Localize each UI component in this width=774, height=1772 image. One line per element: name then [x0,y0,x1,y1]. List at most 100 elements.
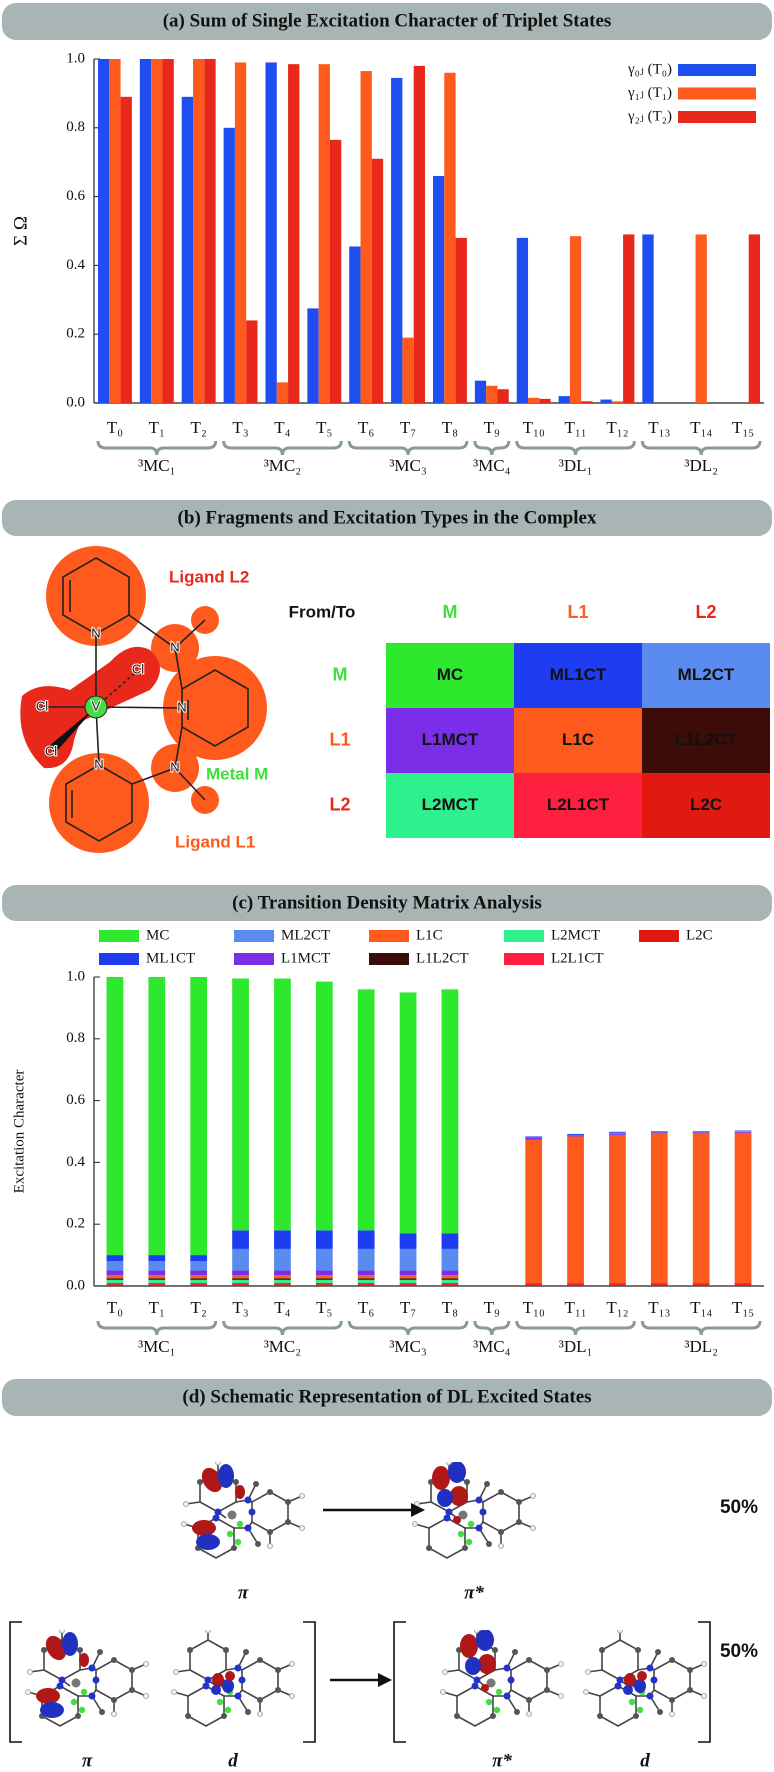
bar-segment [148,1275,166,1279]
table-corner: From/To [289,602,356,621]
orbital-label: d [640,1750,650,1771]
bar [432,175,445,403]
table-cell [514,773,642,838]
section-title: (a) Sum of Single Excitation Character o… [163,10,612,31]
bar [391,77,403,404]
x-tick-label: T₉ [484,1298,500,1317]
bar-segment [567,1133,584,1135]
atom-label: N [177,699,186,714]
bar [623,234,635,403]
x-tick-label: T₉ [484,418,500,437]
bar [223,127,235,404]
bar [497,389,509,403]
bar [486,385,498,403]
bar-segment [525,1284,543,1286]
legend-swatch [234,930,274,942]
bar-segment [148,1279,166,1283]
bar-segment [441,1282,459,1285]
legend-swatch [678,111,756,123]
cell-label: L1L2CT [675,730,738,749]
bar-segment [650,1132,668,1134]
schematic-diagram [9,1462,711,1743]
bar-segment [692,1133,710,1284]
bar-segment [399,1282,417,1285]
atom-label: Cl [132,661,144,676]
bar-segment [441,1279,459,1283]
bar-segment [357,1284,375,1286]
bar-segment [399,1278,417,1280]
row-header: L2 [329,794,350,814]
legend-label: L1C [416,927,443,943]
bar-segment [734,1283,752,1285]
table-cell [386,643,514,708]
legend-label: γ₁ⱼ (T₁) [627,85,672,101]
bar-segment [106,1278,124,1280]
orbital-label: π [238,1582,249,1603]
table-cell [642,708,770,773]
bar-segment [106,1284,124,1286]
x-tick-label: T₂ [191,1298,207,1317]
bar-segment [525,1136,543,1138]
x-tick-label: T₁₃ [648,1298,670,1317]
bar-segment [441,1233,459,1249]
bar-segment [692,1131,710,1132]
bar-segment [148,1261,166,1271]
y-axis-label: Excitation Character [11,1070,27,1194]
bar [120,96,132,403]
x-tick-label: T₆ [358,1298,374,1317]
atom-label: N [91,625,100,640]
bar [539,398,551,403]
orbital-label: π [82,1750,93,1771]
bar-segment [190,1279,208,1283]
bar [402,337,414,403]
group-brace [96,440,218,456]
bar-segment [106,1261,124,1271]
cell-label: ML2CT [678,665,735,684]
x-tick-label: T₁₂ [606,418,628,437]
bar [162,59,174,403]
bar-segment [441,989,459,1234]
group-brace [640,440,762,456]
y-tick-label: 0.4 [66,257,85,273]
bar-segment [148,1282,166,1285]
bar [246,320,258,403]
bar [204,59,216,403]
bar-segment [190,1270,208,1276]
table-cell [514,708,642,773]
x-tick-label: T₃ [232,1298,248,1317]
y-tick-label: 0.4 [66,1154,85,1170]
group-brace [222,440,343,456]
x-tick-label: T₁₅ [732,1298,754,1317]
x-tick-label: T₂ [191,418,207,437]
bar-segment [357,1270,375,1276]
bar-segment [399,1275,417,1279]
bar-segment [232,978,249,1231]
bar-segment [232,1282,249,1285]
bar-segment [441,1284,459,1286]
bar-segment [357,1248,375,1271]
bar [349,246,361,403]
bar-segment [525,1137,543,1140]
y-tick-label: 0.0 [66,1277,85,1293]
bar-segment [650,1133,668,1284]
bar [611,401,624,403]
bar-segment [232,1278,249,1280]
group-label: ³MC₄ [473,1337,511,1356]
bar-segment [315,1284,333,1286]
excitation-table: From/To M L1 L2 M MC ML1CT ML2CT L1 L1MCT L1C L1L2C… [289,602,770,838]
bar [97,59,110,403]
y-tick-label: 0.2 [66,326,85,342]
section-title: (c) Transition Density Matrix Analysis [232,892,542,913]
group-brace [515,440,636,456]
bar-segment [274,978,291,1231]
y-tick-label: 0.6 [66,1092,85,1108]
bar-segment [274,1248,291,1271]
bar-segment [567,1135,584,1137]
legend-label: ML1CT [146,950,195,966]
section-title: (d) Schematic Representation of DL Excit… [182,1386,591,1407]
section-title: (b) Fragments and Excitation Types in th… [178,507,597,528]
bar-segment [525,1283,543,1285]
group-label: ³MC₁ [138,1337,175,1356]
x-tick-label: T₅ [316,1298,332,1317]
bar-segment [650,1131,668,1132]
